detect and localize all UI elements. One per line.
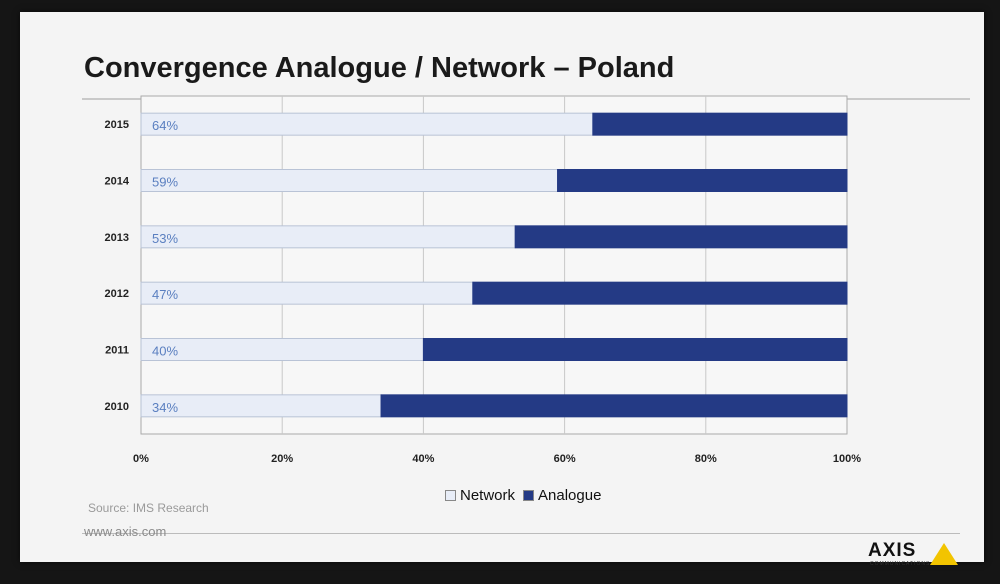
x-tick-label: 100% bbox=[833, 453, 861, 465]
chart: 0% 20% 40% 60% 80% 100% 2015 64% 2014 59% 2013 53% 2… bbox=[105, 95, 861, 465]
legend-swatch-network bbox=[445, 490, 456, 501]
logo-text: AXIS bbox=[868, 540, 917, 561]
axis-logo: AXIS COMMUNICATIONS bbox=[868, 540, 968, 570]
logo-subtext: COMMUNICATIONS bbox=[870, 561, 931, 567]
y-tick-label: 2013 bbox=[105, 232, 129, 244]
website-url: www.axis.com bbox=[84, 524, 167, 539]
data-label: 64% bbox=[152, 118, 178, 133]
legend-label-analogue: Analogue bbox=[538, 487, 602, 504]
bar-analogue bbox=[472, 281, 848, 305]
bar-network bbox=[140, 169, 559, 192]
legend-swatch-analogue bbox=[523, 490, 535, 501]
y-tick-label: 2015 bbox=[105, 119, 129, 131]
plot-area bbox=[140, 95, 848, 435]
bar-analogue bbox=[557, 169, 848, 192]
bar-network bbox=[140, 225, 516, 249]
x-tick-label: 60% bbox=[554, 453, 576, 465]
data-label: 40% bbox=[152, 344, 178, 359]
source-note: Source: IMS Research bbox=[88, 501, 209, 515]
bar-analogue bbox=[380, 394, 848, 418]
y-tick-label: 2011 bbox=[105, 345, 129, 357]
y-tick-label: 2010 bbox=[105, 401, 129, 413]
bar-analogue bbox=[514, 225, 848, 249]
bar-network bbox=[140, 112, 594, 136]
data-label: 47% bbox=[152, 287, 178, 302]
legend: Network Analogue bbox=[445, 487, 601, 504]
x-tick-label: 80% bbox=[695, 453, 717, 465]
logo-triangle-icon bbox=[930, 543, 958, 565]
bar-network bbox=[140, 281, 474, 305]
x-tick-label: 20% bbox=[271, 453, 293, 465]
data-label: 59% bbox=[152, 175, 178, 190]
footer-divider bbox=[82, 533, 960, 534]
slide: Convergence Analogue / Network – Poland … bbox=[20, 12, 984, 567]
slide-title: Convergence Analogue / Network – Poland bbox=[84, 52, 675, 84]
x-tick-label: 0% bbox=[133, 453, 149, 465]
legend-label-network: Network bbox=[460, 487, 516, 504]
data-label: 53% bbox=[152, 231, 178, 246]
data-label: 34% bbox=[152, 400, 178, 415]
y-tick-label: 2012 bbox=[105, 288, 129, 300]
y-tick-label: 2014 bbox=[105, 176, 130, 188]
bar-network bbox=[140, 338, 424, 361]
bar-analogue bbox=[422, 338, 848, 361]
x-tick-label: 40% bbox=[412, 453, 434, 465]
legend-item-analogue: Analogue bbox=[523, 487, 601, 504]
legend-item-network: Network bbox=[445, 487, 515, 504]
bar-analogue bbox=[592, 112, 848, 136]
